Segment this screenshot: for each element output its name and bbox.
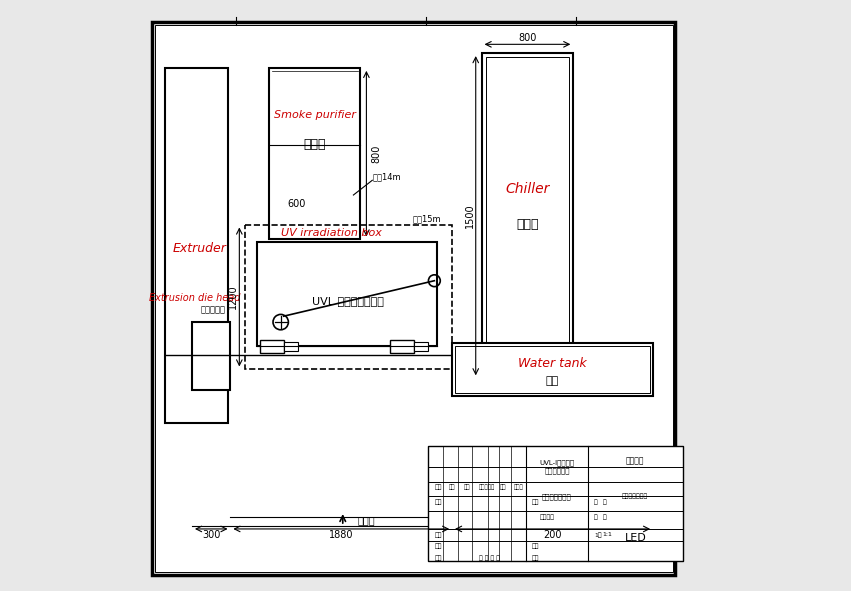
Text: 800: 800: [518, 34, 537, 43]
Text: 更改文件号: 更改文件号: [479, 485, 495, 491]
Text: 鸣善电气: 鸣善电气: [626, 456, 644, 466]
Text: 共: 共: [594, 499, 597, 505]
Bar: [269, 68, 361, 239]
Text: 1200: 1200: [228, 285, 238, 309]
Text: 工艺: 工艺: [434, 544, 442, 550]
Bar: [156, 25, 672, 572]
Text: 张: 张: [603, 499, 607, 505]
Bar: [260, 340, 283, 353]
Text: Smoke purifier: Smoke purifier: [274, 111, 356, 120]
Bar: [455, 346, 650, 393]
Text: 设计: 设计: [434, 499, 442, 505]
Text: 审核: 审核: [434, 532, 442, 538]
Text: 批准: 批准: [434, 556, 442, 561]
Bar: [192, 322, 231, 390]
Text: 图样代号: 图样代号: [540, 514, 554, 520]
Bar: [165, 68, 227, 423]
Text: 1件: 1件: [594, 532, 602, 538]
Text: 描图: 描图: [532, 499, 540, 505]
Text: 设备平面布置图: 设备平面布置图: [542, 493, 572, 500]
Text: 排风机: 排风机: [304, 138, 326, 151]
Text: 水槽: 水槽: [546, 376, 559, 386]
Text: 年月日: 年月日: [514, 485, 524, 491]
Text: Extrusion die head: Extrusion die head: [149, 294, 241, 303]
Bar: [245, 225, 452, 369]
Text: 重量: 重量: [532, 556, 540, 561]
Text: 比例: 比例: [532, 544, 540, 550]
Text: 更改: 更改: [434, 485, 442, 491]
Bar: [390, 340, 414, 353]
Text: 标记: 标记: [449, 485, 455, 491]
Text: 水管15m: 水管15m: [413, 214, 441, 223]
Text: 风管14m: 风管14m: [372, 173, 401, 182]
Bar: [283, 342, 299, 351]
Text: 冷水机: 冷水机: [516, 218, 539, 231]
Text: LED: LED: [625, 533, 646, 543]
Text: 张: 张: [603, 514, 607, 520]
Bar: [428, 446, 683, 561]
Text: UVL 紫外光辐照设备: UVL 紫外光辐照设备: [311, 297, 384, 306]
Bar: [152, 22, 676, 575]
Text: 设备平面布置图: 设备平面布置图: [622, 493, 648, 499]
Text: 签名: 签名: [500, 485, 505, 491]
Text: 1500: 1500: [465, 203, 475, 228]
Text: 1:1: 1:1: [603, 532, 613, 537]
Text: Chiller: Chiller: [505, 182, 550, 196]
Text: 1880: 1880: [329, 530, 354, 540]
Bar: [482, 53, 574, 378]
Text: 800: 800: [371, 144, 381, 163]
Text: 操作面: 操作面: [357, 515, 375, 525]
Text: 300: 300: [203, 530, 220, 540]
Text: 排出机模具: 排出机模具: [200, 306, 226, 315]
Text: 材 料 量 表: 材 料 量 表: [478, 556, 500, 561]
Text: 处数: 处数: [464, 485, 471, 491]
Text: 第: 第: [594, 514, 597, 520]
Text: UV irradiation box: UV irradiation box: [281, 229, 381, 238]
Bar: [257, 242, 437, 346]
Text: UVL-I型紫外光
辐照交联设备: UVL-I型紫外光 辐照交联设备: [540, 459, 574, 475]
Bar: [486, 57, 569, 374]
Bar: [452, 343, 653, 396]
Text: 600: 600: [288, 199, 306, 209]
Text: Water tank: Water tank: [518, 357, 587, 370]
Bar: [414, 342, 428, 351]
Text: Extruder: Extruder: [173, 242, 226, 255]
Text: 200: 200: [543, 530, 562, 540]
